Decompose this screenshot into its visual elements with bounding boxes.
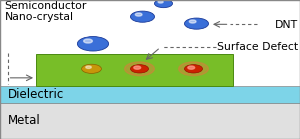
Text: Dielectric: Dielectric [8, 88, 64, 101]
Text: Surface Defect: Surface Defect [218, 42, 298, 52]
Circle shape [86, 66, 91, 69]
Text: Semiconductor
Nano-crystal: Semiconductor Nano-crystal [4, 1, 87, 22]
Circle shape [189, 20, 196, 23]
Circle shape [188, 66, 195, 69]
Bar [0, 86, 300, 103]
Circle shape [158, 1, 163, 3]
Circle shape [130, 11, 154, 22]
Circle shape [84, 39, 92, 43]
Circle shape [77, 37, 109, 51]
Circle shape [184, 65, 202, 73]
Bar [36, 54, 232, 86]
Circle shape [130, 65, 148, 73]
Circle shape [154, 0, 172, 8]
Circle shape [184, 18, 208, 29]
Text: DNT: DNT [275, 20, 298, 30]
Circle shape [134, 66, 141, 69]
Bar [0, 103, 300, 139]
Text: Metal: Metal [8, 114, 40, 127]
Circle shape [179, 62, 208, 76]
Circle shape [82, 64, 101, 73]
Circle shape [135, 13, 142, 16]
Circle shape [125, 62, 154, 76]
